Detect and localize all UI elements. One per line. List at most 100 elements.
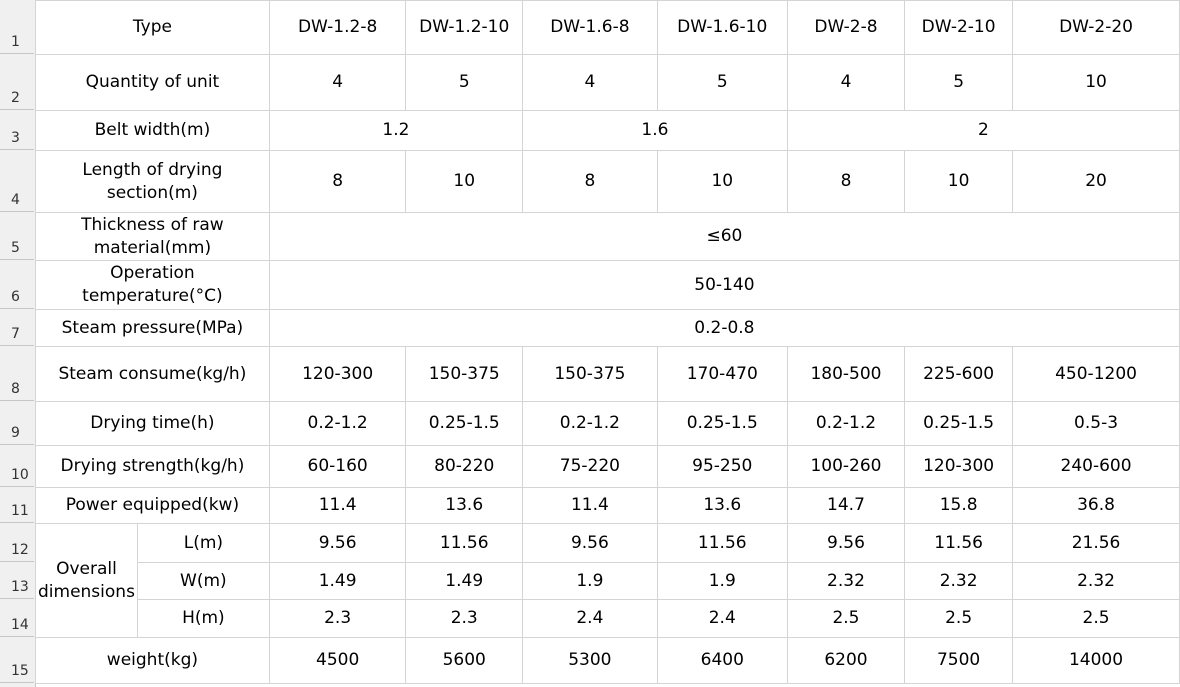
model-header-cell[interactable]: DW-2-10 — [904, 0, 1014, 55]
steam-consume-cell[interactable]: 225-600 — [904, 346, 1014, 402]
quantity-cell[interactable]: 4 — [268, 54, 407, 111]
weight-label-cell[interactable]: weight(kg) — [35, 637, 270, 684]
dim-h-cell[interactable]: 2.3 — [405, 599, 524, 638]
dim-w-cell[interactable]: 1.49 — [268, 562, 407, 600]
model-header-cell[interactable]: DW-1.2-10 — [405, 0, 524, 55]
length-label-cell[interactable]: Length of drying section(m) — [35, 150, 270, 213]
row-number[interactable]: 5 — [0, 212, 34, 260]
power-label-cell[interactable]: Power equipped(kw) — [35, 487, 270, 524]
weight-cell[interactable]: 4500 — [268, 637, 407, 684]
length-cell[interactable]: 10 — [656, 150, 788, 213]
model-header-cell[interactable]: DW-2-8 — [786, 0, 906, 55]
dim-w-cell[interactable]: 2.32 — [904, 562, 1014, 600]
length-cell[interactable]: 8 — [786, 150, 906, 213]
dim-w-label-cell[interactable]: W(m) — [136, 562, 270, 600]
dim-l-cell[interactable]: 21.56 — [1012, 523, 1180, 563]
row-number[interactable]: 3 — [0, 110, 34, 150]
drying-strength-cell[interactable]: 120-300 — [904, 445, 1014, 488]
dim-w-cell[interactable]: 2.32 — [786, 562, 906, 600]
power-cell[interactable]: 36.8 — [1012, 487, 1180, 524]
steam-consume-cell[interactable]: 450-1200 — [1012, 346, 1180, 402]
steam-consume-cell[interactable]: 170-470 — [656, 346, 788, 402]
drying-strength-label-cell[interactable]: Drying strength(kg/h) — [35, 445, 270, 488]
row-number[interactable]: 7 — [0, 309, 34, 346]
dim-h-cell[interactable]: 2.5 — [1012, 599, 1180, 638]
dim-h-cell[interactable]: 2.3 — [268, 599, 407, 638]
dim-h-cell[interactable]: 2.5 — [904, 599, 1014, 638]
weight-cell[interactable]: 14000 — [1012, 637, 1180, 684]
dim-h-label-cell[interactable]: H(m) — [136, 599, 270, 638]
steam-consume-cell[interactable]: 180-500 — [786, 346, 906, 402]
drying-time-cell[interactable]: 0.25-1.5 — [656, 401, 788, 446]
dim-h-cell[interactable]: 2.5 — [786, 599, 906, 638]
row-number[interactable]: 11 — [0, 487, 34, 523]
drying-time-label-cell[interactable]: Drying time(h) — [35, 401, 270, 446]
length-cell[interactable]: 20 — [1012, 150, 1180, 213]
weight-cell[interactable]: 6200 — [786, 637, 906, 684]
row-number[interactable]: 6 — [0, 260, 34, 309]
weight-cell[interactable]: 5300 — [522, 637, 658, 684]
steam-consume-label-cell[interactable]: Steam consume(kg/h) — [35, 346, 270, 402]
power-cell[interactable]: 15.8 — [904, 487, 1014, 524]
dim-l-cell[interactable]: 9.56 — [786, 523, 906, 563]
drying-time-cell[interactable]: 0.2-1.2 — [786, 401, 906, 446]
overall-dimensions-label-cell[interactable]: Overall dimensions — [35, 523, 138, 638]
belt-width-cell[interactable]: 1.6 — [522, 110, 788, 151]
quantity-cell[interactable]: 5 — [656, 54, 788, 111]
length-cell[interactable]: 8 — [268, 150, 407, 213]
temperature-cell[interactable]: 50-140 — [268, 260, 1180, 310]
row-number[interactable]: 9 — [0, 401, 34, 445]
dim-h-cell[interactable]: 2.4 — [656, 599, 788, 638]
dim-w-cell[interactable]: 1.49 — [405, 562, 524, 600]
dim-l-cell[interactable]: 11.56 — [904, 523, 1014, 563]
drying-time-cell[interactable]: 0.5-3 — [1012, 401, 1180, 446]
row-number[interactable]: 10 — [0, 445, 34, 487]
length-cell[interactable]: 8 — [522, 150, 658, 213]
dim-l-label-cell[interactable]: L(m) — [136, 523, 270, 563]
steam-pressure-label-cell[interactable]: Steam pressure(MPa) — [35, 309, 270, 347]
row-number[interactable]: 14 — [0, 599, 34, 637]
weight-cell[interactable]: 6400 — [656, 637, 788, 684]
drying-strength-cell[interactable]: 240-600 — [1012, 445, 1180, 488]
row-number[interactable]: 15 — [0, 637, 34, 683]
quantity-label-cell[interactable]: Quantity of unit — [35, 54, 270, 111]
steam-consume-cell[interactable]: 150-375 — [405, 346, 524, 402]
weight-cell[interactable]: 7500 — [904, 637, 1014, 684]
power-cell[interactable]: 13.6 — [405, 487, 524, 524]
row-number[interactable]: 8 — [0, 346, 34, 401]
temperature-label-cell[interactable]: Operation temperature(°C) — [35, 260, 270, 310]
drying-strength-cell[interactable]: 80-220 — [405, 445, 524, 488]
power-cell[interactable]: 13.6 — [656, 487, 788, 524]
dim-h-cell[interactable]: 2.4 — [522, 599, 658, 638]
row-number[interactable]: 12 — [0, 523, 34, 562]
dim-w-cell[interactable]: 2.32 — [1012, 562, 1180, 600]
drying-time-cell[interactable]: 0.25-1.5 — [904, 401, 1014, 446]
thickness-label-cell[interactable]: Thickness of raw material(mm) — [35, 212, 270, 261]
belt-width-label-cell[interactable]: Belt width(m) — [35, 110, 270, 151]
quantity-cell[interactable]: 4 — [522, 54, 658, 111]
dim-l-cell[interactable]: 11.56 — [405, 523, 524, 563]
row-number[interactable]: 2 — [0, 54, 34, 110]
model-header-cell[interactable]: DW-1.2-8 — [268, 0, 407, 55]
row-number[interactable]: 4 — [0, 150, 34, 212]
model-header-cell[interactable]: DW-2-20 — [1012, 0, 1180, 55]
dim-l-cell[interactable]: 9.56 — [268, 523, 407, 563]
row-number[interactable]: 1 — [0, 0, 34, 54]
drying-strength-cell[interactable]: 60-160 — [268, 445, 407, 488]
drying-strength-cell[interactable]: 75-220 — [522, 445, 658, 488]
power-cell[interactable]: 11.4 — [522, 487, 658, 524]
drying-time-cell[interactable]: 0.25-1.5 — [405, 401, 524, 446]
drying-strength-cell[interactable]: 100-260 — [786, 445, 906, 488]
row-number[interactable]: 13 — [0, 562, 34, 599]
drying-strength-cell[interactable]: 95-250 — [656, 445, 788, 488]
dim-l-cell[interactable]: 9.56 — [522, 523, 658, 563]
quantity-cell[interactable]: 5 — [904, 54, 1014, 111]
model-header-cell[interactable]: DW-1.6-10 — [656, 0, 788, 55]
drying-time-cell[interactable]: 0.2-1.2 — [268, 401, 407, 446]
thickness-cell[interactable]: ≤60 — [268, 212, 1180, 261]
steam-consume-cell[interactable]: 150-375 — [522, 346, 658, 402]
type-label-cell[interactable]: Type — [35, 0, 270, 55]
belt-width-cell[interactable]: 2 — [786, 110, 1180, 151]
dim-l-cell[interactable]: 11.56 — [656, 523, 788, 563]
power-cell[interactable]: 11.4 — [268, 487, 407, 524]
